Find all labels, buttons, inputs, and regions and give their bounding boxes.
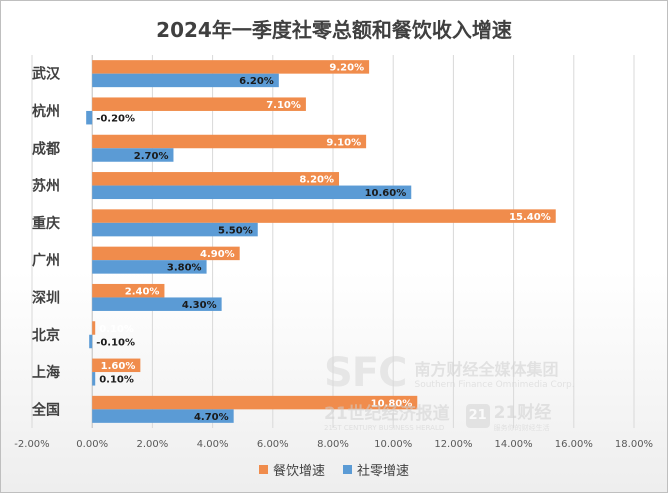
category-label-5: 广州 [32,252,60,269]
category-label-1: 杭州 [32,103,60,120]
bar-series-1-1 [86,110,93,125]
bar-series-0-6 [92,283,165,298]
data-label-series-1-4: 5.50% [218,225,253,236]
legend-item-series-0: 餐饮增速 [258,460,325,479]
category-label-4: 重庆 [32,215,60,232]
bar-series-0-8 [92,358,141,373]
bar-series-0-1 [92,97,306,111]
bar-series-1-4 [92,222,258,237]
category-label-7: 北京 [32,327,60,344]
data-label-series-0-2: 9.10% [326,137,361,148]
x-tick-label-1: 0.00% [76,439,108,450]
bar-series-1-0 [92,73,279,88]
data-label-series-1-9: 4.70% [194,412,229,423]
category-label-2: 成都 [32,140,60,157]
x-tick-label-9: 16.00% [555,439,593,450]
category-label-0: 武汉 [32,66,61,83]
bar-series-0-2 [92,134,367,149]
data-label-series-1-6: 4.30% [182,300,217,311]
data-label-series-0-6: 2.40% [125,286,160,297]
legend-item-series-1: 社零增速 [343,460,409,479]
data-label-series-1-2: 2.70% [134,151,169,162]
x-tick-label-10: 18.00% [615,439,653,450]
x-tick-label-6: 10.00% [374,439,412,450]
x-tick-label-2: 2.00% [137,439,169,450]
bar-series-0-3 [92,172,340,186]
x-tick-label-4: 6.00% [257,439,289,450]
category-label-6: 深圳 [32,289,60,306]
data-label-series-0-0: 9.20% [329,63,364,74]
legend-label-series-0: 餐饮增速 [272,464,325,479]
data-label-series-1-5: 3.80% [167,263,202,274]
category-label-8: 上海 [32,364,60,381]
bar-series-1-5 [92,260,207,274]
legend: 餐饮增速 社零增速 [0,460,668,479]
bar-series-1-3 [92,185,412,200]
data-label-series-0-5: 4.90% [200,249,235,260]
legend-label-series-1: 社零增速 [357,464,410,479]
data-label-series-1-8: 0.10% [99,375,134,386]
data-label-series-1-0: 6.20% [239,76,274,87]
data-label-series-1-3: 10.60% [365,188,407,199]
data-label-series-1-7: -0.10% [96,337,135,348]
bar-series-0-4 [92,209,556,223]
x-tick-label-8: 14.00% [495,439,533,450]
bar-series-0-7 [92,321,96,335]
data-label-series-0-1: 7.10% [266,100,301,111]
bar-series-1-7 [89,334,93,349]
data-label-series-0-4: 15.40% [509,212,551,223]
data-label-series-0-7: 0.10% [99,324,134,335]
bar-series-0-5 [92,246,240,261]
bar-series-1-8 [92,372,96,386]
bar-series-0-9 [92,395,418,410]
bar-series-0-0 [92,60,370,74]
bar-series-1-2 [92,148,174,162]
category-label-3: 苏州 [32,178,60,195]
chart-title: 2024年一季度社零总额和餐饮收入增速 [156,18,512,42]
data-label-series-0-8: 1.60% [101,361,136,372]
x-tick-label-3: 4.00% [197,439,229,450]
data-label-series-1-1: -0.20% [96,113,135,124]
legend-swatch-series-1 [343,465,352,474]
bar-series-1-6 [92,297,222,311]
bar-series-1-9 [92,409,234,423]
data-label-series-0-9: 10.80% [371,398,413,409]
category-label-9: 全国 [31,401,60,418]
x-tick-label-5: 8.00% [317,439,349,450]
data-label-series-0-3: 8.20% [299,175,334,186]
x-tick-label-0: -2.00% [14,439,49,450]
legend-swatch-series-0 [258,465,268,474]
x-tick-label-7: 12.00% [434,439,472,450]
